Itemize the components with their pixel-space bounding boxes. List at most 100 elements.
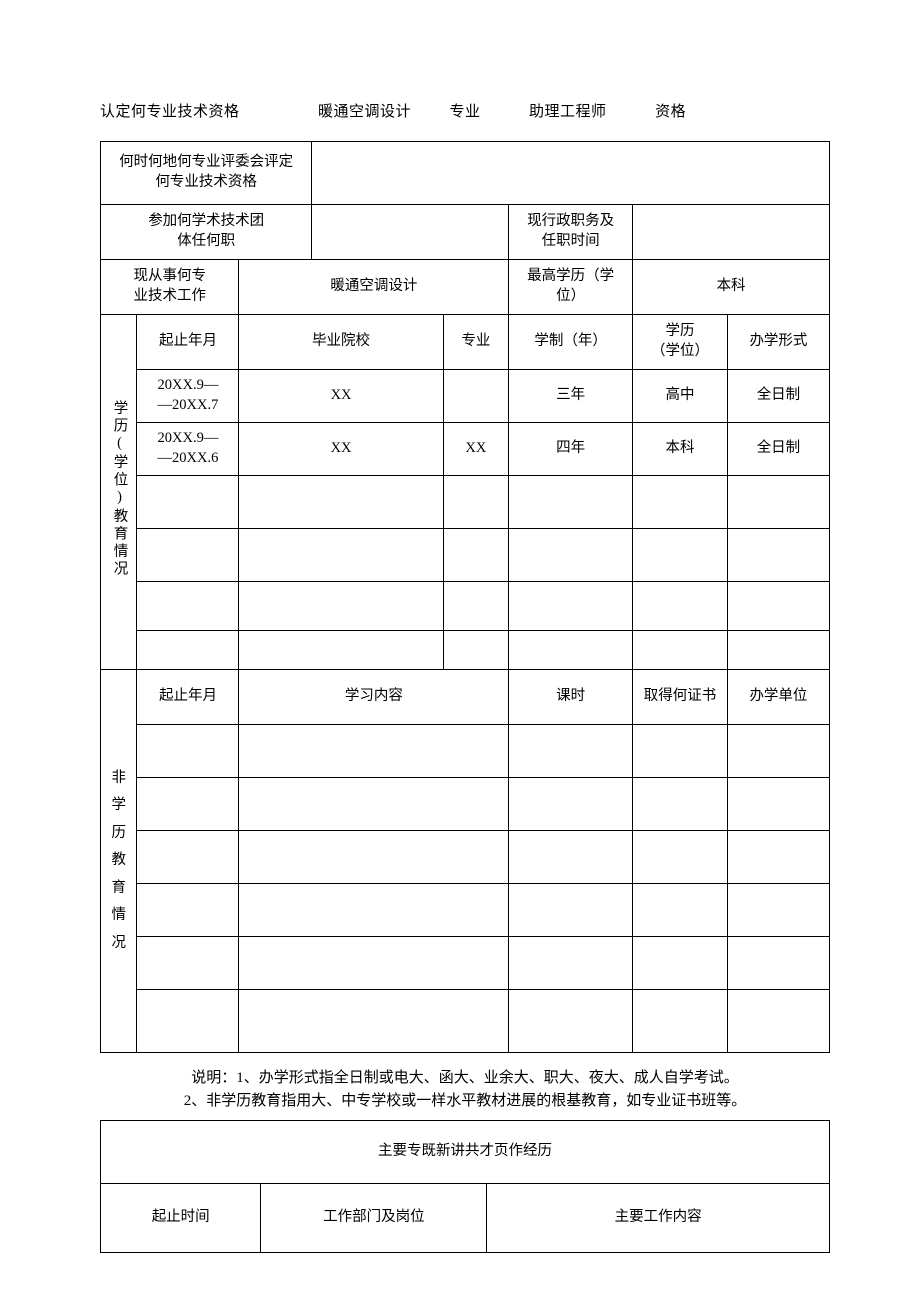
edu-r3-degree [633,529,728,582]
edu-r0-form: 全日制 [727,370,829,423]
nonedu-r3-c5 [727,884,829,937]
cell-current-work-value: 暖通空调设计 [239,260,509,315]
cell-admin-post-label: 现行政职务及 任职时间 [509,205,633,260]
nonedu-r3-c2 [239,884,509,937]
edu-r3-years [509,529,633,582]
nonedu-r2-c3 [509,831,633,884]
edu-r1-years: 四年 [509,423,633,476]
notes-line1: 说明：1、办学形式指全日制或电大、函大、业余大、职大、夜大、成人自学考试。 [100,1067,830,1090]
nonedu-h-period: 起止年月 [137,670,239,725]
edu-r2-period [137,476,239,529]
header-label-qual: 认定何专业技术资格 [100,104,240,120]
edu-r3-major [443,529,509,582]
edu-r5-major [443,631,509,670]
nonedu-r5-c4 [633,990,728,1053]
cell-nonedu-side-label: 非 学 历 教 育 情 况 [101,670,137,1053]
edu-h-school: 毕业院校 [239,315,443,370]
nonedu-r0-c2 [239,725,509,778]
nonedu-r3-c3 [509,884,633,937]
header-label-major: 专业 [450,104,481,120]
nonedu-r1-c5 [727,778,829,831]
edu-r0-major [443,370,509,423]
work-h-period: 起止时间 [101,1183,261,1252]
nonedu-h-hours: 课时 [509,670,633,725]
edu-r5-period [137,631,239,670]
nonedu-r5-c3 [509,990,633,1053]
nonedu-r5-c2 [239,990,509,1053]
cell-eval-committee-value [312,142,830,205]
cell-academic-org-value [312,205,509,260]
header-field-major: 暖通空调设计 [318,104,411,120]
nonedu-r4-c4 [633,937,728,990]
cell-admin-post-value [633,205,830,260]
nonedu-r0-c3 [509,725,633,778]
nonedu-r1-c1 [137,778,239,831]
edu-r0-period: 20XX.9— —20XX.7 [137,370,239,423]
nonedu-r4-c5 [727,937,829,990]
nonedu-r2-c2 [239,831,509,884]
nonedu-r5-c5 [727,990,829,1053]
cell-eval-committee-label: 何时何地何专业评委会评定 何专业技术资格 [101,142,312,205]
nonedu-r3-c1 [137,884,239,937]
nonedu-r0-c1 [137,725,239,778]
cell-highest-edu-value: 本科 [633,260,830,315]
edu-r1-degree: 本科 [633,423,728,476]
nonedu-r3-c4 [633,884,728,937]
edu-r4-school [239,582,443,631]
nonedu-r1-c4 [633,778,728,831]
edu-r0-degree: 高中 [633,370,728,423]
edu-r4-period [137,582,239,631]
edu-r4-form [727,582,829,631]
nonedu-r2-c5 [727,831,829,884]
edu-r1-school: XX [239,423,443,476]
nonedu-h-content: 学习内容 [239,670,509,725]
nonedu-r4-c3 [509,937,633,990]
nonedu-h-cert: 取得何证书 [633,670,728,725]
edu-r0-years: 三年 [509,370,633,423]
work-h-dept: 工作部门及岗位 [261,1183,487,1252]
notes-block: 说明：1、办学形式指全日制或电大、函大、业余大、职大、夜大、成人自学考试。 2、… [100,1067,830,1114]
edu-r2-major [443,476,509,529]
header-label-title: 资格 [655,104,686,120]
edu-r1-period: 20XX.9— —20XX.6 [137,423,239,476]
edu-h-years: 学制（年） [509,315,633,370]
edu-r3-form [727,529,829,582]
nonedu-r1-c2 [239,778,509,831]
edu-h-degree: 学历 （学位） [633,315,728,370]
nonedu-r5-c1 [137,990,239,1053]
edu-r5-school [239,631,443,670]
nonedu-r1-c3 [509,778,633,831]
edu-h-major: 专业 [443,315,509,370]
edu-r5-form [727,631,829,670]
edu-r5-degree [633,631,728,670]
nonedu-r2-c4 [633,831,728,884]
edu-h-form: 办学形式 [727,315,829,370]
edu-r2-form [727,476,829,529]
work-table: 主要专既新讲共才页作经历 起止时间 工作部门及岗位 主要工作内容 [100,1120,830,1253]
cell-edu-side-label: 学历(学位)教育情况 [101,315,137,670]
edu-r2-school [239,476,443,529]
cell-academic-org-label: 参加何学术技术团 体任何职 [101,205,312,260]
nonedu-h-org: 办学单位 [727,670,829,725]
main-table: 何时何地何专业评委会评定 何专业技术资格 参加何学术技术团 体任何职 现行政职务… [100,141,830,1053]
edu-r0-school: XX [239,370,443,423]
header-line: 认定何专业技术资格 暖通空调设计 专业 助理工程师 资格 [100,100,830,121]
edu-r3-period [137,529,239,582]
nonedu-r0-c4 [633,725,728,778]
edu-r4-major [443,582,509,631]
cell-highest-edu-label: 最高学历（学 位） [509,260,633,315]
header-field-title: 助理工程师 [529,104,607,120]
nonedu-r4-c2 [239,937,509,990]
edu-r4-degree [633,582,728,631]
edu-r1-major: XX [443,423,509,476]
nonedu-r2-c1 [137,831,239,884]
edu-r2-degree [633,476,728,529]
edu-r4-years [509,582,633,631]
edu-r3-school [239,529,443,582]
nonedu-r4-c1 [137,937,239,990]
work-title: 主要专既新讲共才页作经历 [101,1120,830,1183]
edu-h-period: 起止年月 [137,315,239,370]
cell-current-work-label: 现从事何专 业技术工作 [101,260,239,315]
edu-r5-years [509,631,633,670]
notes-line2: 2、非学历教育指用大、中专学校或一样水平教材进展的根基教育，如专业证书班等。 [100,1090,830,1113]
